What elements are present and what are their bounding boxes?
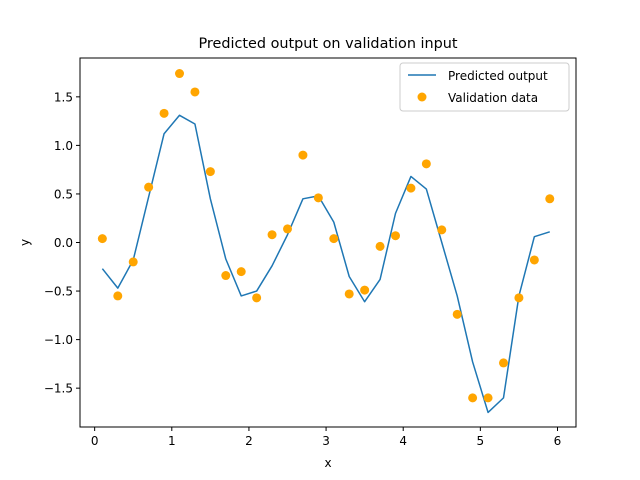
validation-data-point — [144, 182, 154, 192]
legend-label-validation: Validation data — [448, 91, 538, 105]
validation-data-point — [406, 183, 416, 193]
validation-data-point — [498, 358, 508, 368]
x-axis-label: x — [324, 456, 331, 470]
axis-ticks: 0 1 2 3 4 5 6 −1.5 −1.0 −0.5 0.0 0.5 1.0 1.5 — [44, 90, 561, 448]
validation-data-point — [391, 231, 400, 241]
validation-data-point — [221, 271, 231, 281]
validation-data-point — [128, 257, 138, 267]
validation-data-point — [468, 393, 478, 403]
validation-data-point — [483, 393, 493, 403]
y-tick-label: 0.0 — [54, 236, 73, 250]
plot-area — [97, 69, 555, 414]
y-tick-label: 1.5 — [54, 90, 73, 104]
x-tick-label: 1 — [168, 434, 176, 448]
validation-data-point — [545, 194, 555, 204]
validation-data-point — [529, 255, 539, 265]
validation-data-point — [360, 285, 370, 295]
validation-data-point — [298, 150, 308, 160]
validation-data-point — [113, 291, 123, 301]
validation-data-point — [267, 230, 277, 240]
validation-data-point — [452, 309, 462, 319]
legend-label-predicted: Predicted output — [448, 69, 548, 83]
validation-data-point — [514, 293, 524, 303]
chart-title: Predicted output on validation input — [198, 36, 457, 52]
x-tick-label: 5 — [477, 434, 485, 448]
validation-data-point — [159, 108, 169, 118]
validation-data-point — [97, 234, 107, 244]
validation-data-point — [421, 159, 431, 169]
validation-data-point — [313, 193, 323, 203]
legend: Predicted output Validation data — [399, 62, 570, 112]
y-tick-label: −0.5 — [44, 285, 73, 299]
validation-data-point — [236, 267, 246, 277]
validation-data-point — [252, 293, 262, 303]
y-tick-label: −1.5 — [44, 382, 73, 396]
x-tick-label: 2 — [245, 434, 253, 448]
x-tick-label: 6 — [554, 434, 562, 448]
validation-data-point — [344, 289, 354, 299]
validation-data-point — [190, 87, 200, 97]
validation-data-point — [283, 224, 292, 234]
validation-data-point — [175, 69, 185, 79]
x-tick-label: 4 — [399, 434, 407, 448]
x-tick-label: 3 — [322, 434, 330, 448]
validation-data-point — [375, 241, 385, 251]
y-tick-label: −1.0 — [44, 333, 73, 347]
series-line-predicted-output — [101, 114, 550, 414]
y-tick-label: 1.0 — [54, 139, 73, 153]
legend-box — [399, 62, 570, 112]
validation-data-point — [437, 225, 447, 235]
validation-data-point — [329, 234, 339, 244]
x-tick-label: 0 — [91, 434, 99, 448]
y-axis-label: y — [18, 239, 32, 246]
y-tick-label: 0.5 — [54, 187, 73, 201]
legend-marker-swatch — [417, 92, 427, 102]
validation-data-point — [205, 167, 215, 177]
